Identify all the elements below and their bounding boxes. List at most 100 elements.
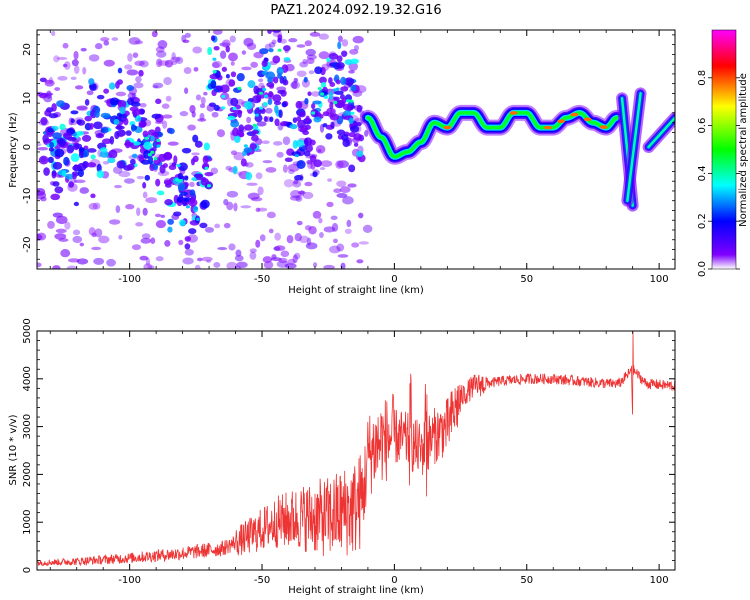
spectrum-blob [272, 94, 282, 103]
spectrum-blob [155, 98, 162, 105]
spectrum-blob [267, 30, 272, 34]
spectrum-speckle [250, 61, 259, 68]
spectrum-blob [192, 134, 199, 143]
spectrum-blob [349, 125, 360, 133]
spectrum-blob [296, 139, 305, 148]
spectrum-speckle [183, 67, 192, 75]
spectrum-speckle [268, 228, 274, 234]
colorbar-tick-label: 0.0 [697, 261, 708, 277]
spectrum-blob [100, 147, 108, 153]
ridge-peak [509, 111, 518, 115]
spectrum-blob [215, 85, 223, 91]
spectrum-speckle [292, 180, 302, 188]
spectrum-speckle [297, 190, 306, 195]
spectrum-speckle [261, 85, 266, 89]
ridge-peak [543, 125, 552, 130]
snr-xtick-label: 50 [520, 575, 533, 586]
spectrum-blob [52, 161, 63, 170]
spectrum-speckle [299, 61, 309, 68]
spectrum-blob [50, 193, 61, 201]
spectrum-speckle [151, 30, 158, 38]
spectrum-blob [189, 189, 196, 197]
ridge-peak [570, 112, 579, 117]
spectrum-speckle [200, 96, 206, 105]
spectrum-speckle [74, 85, 84, 90]
spectrum-speckle [133, 82, 144, 89]
spectrum-blob [93, 121, 103, 130]
spectrum-speckle [315, 144, 326, 154]
spectrum-speckle [263, 261, 274, 269]
spectrum-blob [195, 174, 204, 181]
spectrum-blob [251, 134, 259, 142]
spectrogram-ytick-label: -10 [22, 188, 33, 204]
snr-frame [36, 330, 676, 571]
spectrum-speckle [206, 259, 212, 263]
spectrum-blob [56, 100, 66, 108]
spectrum-blob [336, 129, 346, 135]
spectrum-blob [114, 131, 120, 140]
spectrum-speckle [195, 94, 202, 101]
spectrum-blob [233, 135, 241, 144]
spectrum-speckle [346, 219, 352, 228]
spectrum-blob [177, 172, 183, 180]
spectrum-blob [48, 147, 55, 152]
spectrum-blob [107, 157, 116, 164]
spectrum-blob [232, 127, 239, 137]
spectrum-speckle [201, 256, 213, 262]
spectrum-speckle [284, 263, 297, 269]
snr-xlabel: Height of straight line (km) [288, 585, 424, 596]
spectrum-speckle [139, 60, 149, 68]
spectrum-speckle [73, 65, 80, 74]
spectrum-speckle [216, 129, 226, 138]
spectrum-speckle [98, 235, 110, 244]
spectrum-blob [51, 171, 57, 179]
spectrum-hotspot [150, 150, 155, 154]
spectrum-blob [304, 124, 311, 130]
spectrum-blob [78, 147, 86, 152]
spectrum-hotspot [252, 123, 257, 127]
spectrum-streak [626, 92, 642, 202]
spectrum-speckle [140, 237, 152, 244]
colorbar: 0.0 0.2 0.4 0.6 0.8 Normalized spectral ampl… [697, 29, 749, 277]
spectrum-blob [164, 199, 173, 206]
spectrum-hotspot [277, 48, 282, 52]
spectrum-hotspot [237, 86, 242, 91]
spectrum-hotspot [175, 178, 180, 182]
spectrum-speckle [265, 167, 277, 173]
spectrum-blob [269, 84, 274, 89]
spectrum-hotspot [221, 106, 226, 110]
spectrum-blob [269, 116, 274, 123]
spectrum-speckle [62, 42, 69, 49]
spectrum-blob [125, 130, 132, 136]
spectrum-speckle [127, 53, 133, 62]
spectrum-speckle [337, 35, 343, 43]
spectrum-speckle [213, 262, 221, 268]
spectrum-speckle [135, 76, 142, 83]
spectrum-speckle [66, 265, 78, 269]
spectrum-speckle [258, 78, 264, 83]
spectrum-speckle [288, 169, 295, 175]
spectrum-blob [272, 18, 278, 24]
spectrum-speckle [318, 217, 323, 224]
spectrum-speckle [131, 244, 142, 251]
spectrum-speckle [292, 254, 298, 264]
spectrum-blob [334, 90, 344, 95]
spectrum-hotspot [156, 138, 161, 143]
spectrum-speckle [283, 179, 294, 188]
spectrum-speckle [348, 70, 355, 74]
spectrum-speckle [161, 103, 170, 109]
spectrum-blob [48, 113, 59, 119]
spectrum-speckle [88, 54, 100, 62]
spectrum-blob [283, 57, 291, 62]
spectrum-speckle [245, 161, 254, 168]
spectrum-speckle [296, 44, 306, 48]
spectrum-speckle [136, 207, 141, 217]
spectrum-speckle [223, 222, 231, 229]
spectrum-blob [76, 130, 85, 136]
spectrum-blob [38, 92, 48, 99]
spectrum-speckle [312, 210, 322, 219]
spectrum-speckle [193, 67, 199, 72]
spectrum-speckle [204, 227, 215, 233]
spectrum-speckle [135, 222, 144, 227]
